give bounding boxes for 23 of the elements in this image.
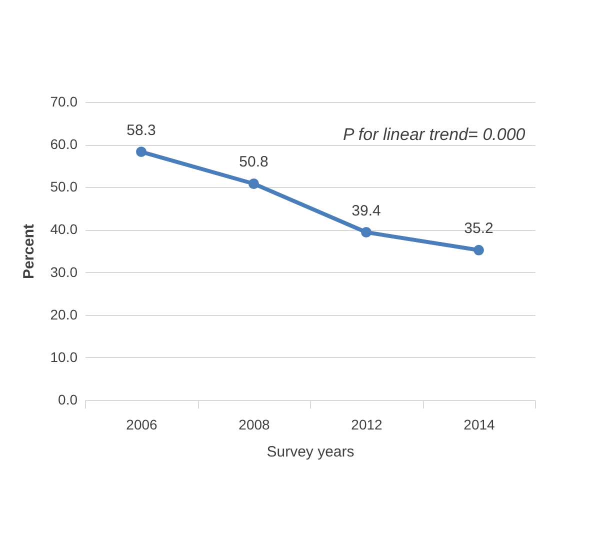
y-tick-label: 0.0 — [58, 392, 78, 408]
y-tick-label: 20.0 — [50, 306, 78, 322]
y-tick-label: 30.0 — [50, 264, 78, 280]
point — [361, 227, 372, 238]
y-tick-label: 40.0 — [50, 221, 78, 238]
point — [474, 244, 484, 256]
annotation: P for linear trend= 0.000 — [343, 125, 526, 144]
y-tick-label: 70.0 — [50, 94, 78, 110]
data-label: 58.3 — [126, 122, 156, 139]
data-label: 50.8 — [239, 154, 268, 171]
data-label: 35.2 — [464, 220, 494, 238]
y-tick-label: 50.0 — [50, 178, 78, 195]
point — [136, 146, 146, 158]
x-axis-title: Survey years — [266, 444, 354, 460]
x-tick-label: 2012 — [351, 416, 383, 432]
x-tick-label: 2006 — [126, 416, 158, 432]
data-label: 39.4 — [352, 202, 381, 220]
y-axis-title: Percent — [20, 224, 38, 280]
x-tick-label: 2014 — [464, 416, 496, 432]
x-tick-label: 2008 — [238, 416, 270, 432]
y-tick-label: 60.0 — [50, 136, 78, 152]
y-tick-label: 10.0 — [50, 348, 78, 365]
point — [248, 178, 259, 189]
